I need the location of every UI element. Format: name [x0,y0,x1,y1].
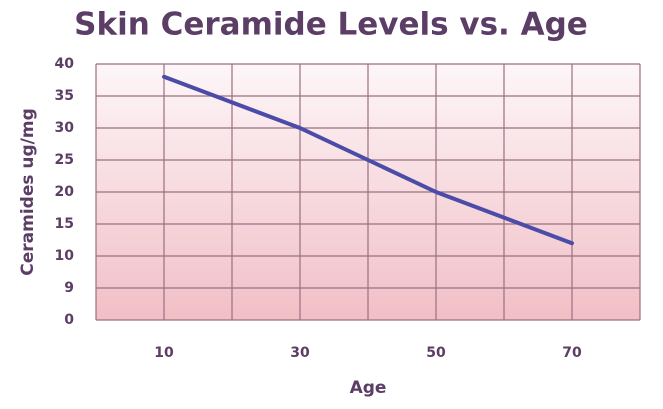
y-tick-label: 9 [64,280,74,296]
y-tick-label: 25 [55,152,74,168]
x-axis-label: Age [350,378,387,398]
y-tick-label: 35 [55,88,74,104]
y-tick-label: 0 [64,312,74,328]
y-tick-label: 40 [55,56,75,72]
y-tick-label: 15 [55,216,74,232]
x-tick-label: 30 [290,345,310,361]
y-axis-label: Ceramides ug/mg [18,108,38,276]
x-tick-label: 70 [562,345,582,361]
x-tick-label: 50 [426,345,446,361]
x-tick-label: 10 [154,345,174,361]
y-tick-label: 30 [55,120,75,136]
y-tick-label: 10 [55,248,75,264]
y-tick-label: 20 [55,184,75,200]
line-series [162,74,574,246]
chart-title: Skin Ceramide Levels vs. Age [74,7,588,43]
